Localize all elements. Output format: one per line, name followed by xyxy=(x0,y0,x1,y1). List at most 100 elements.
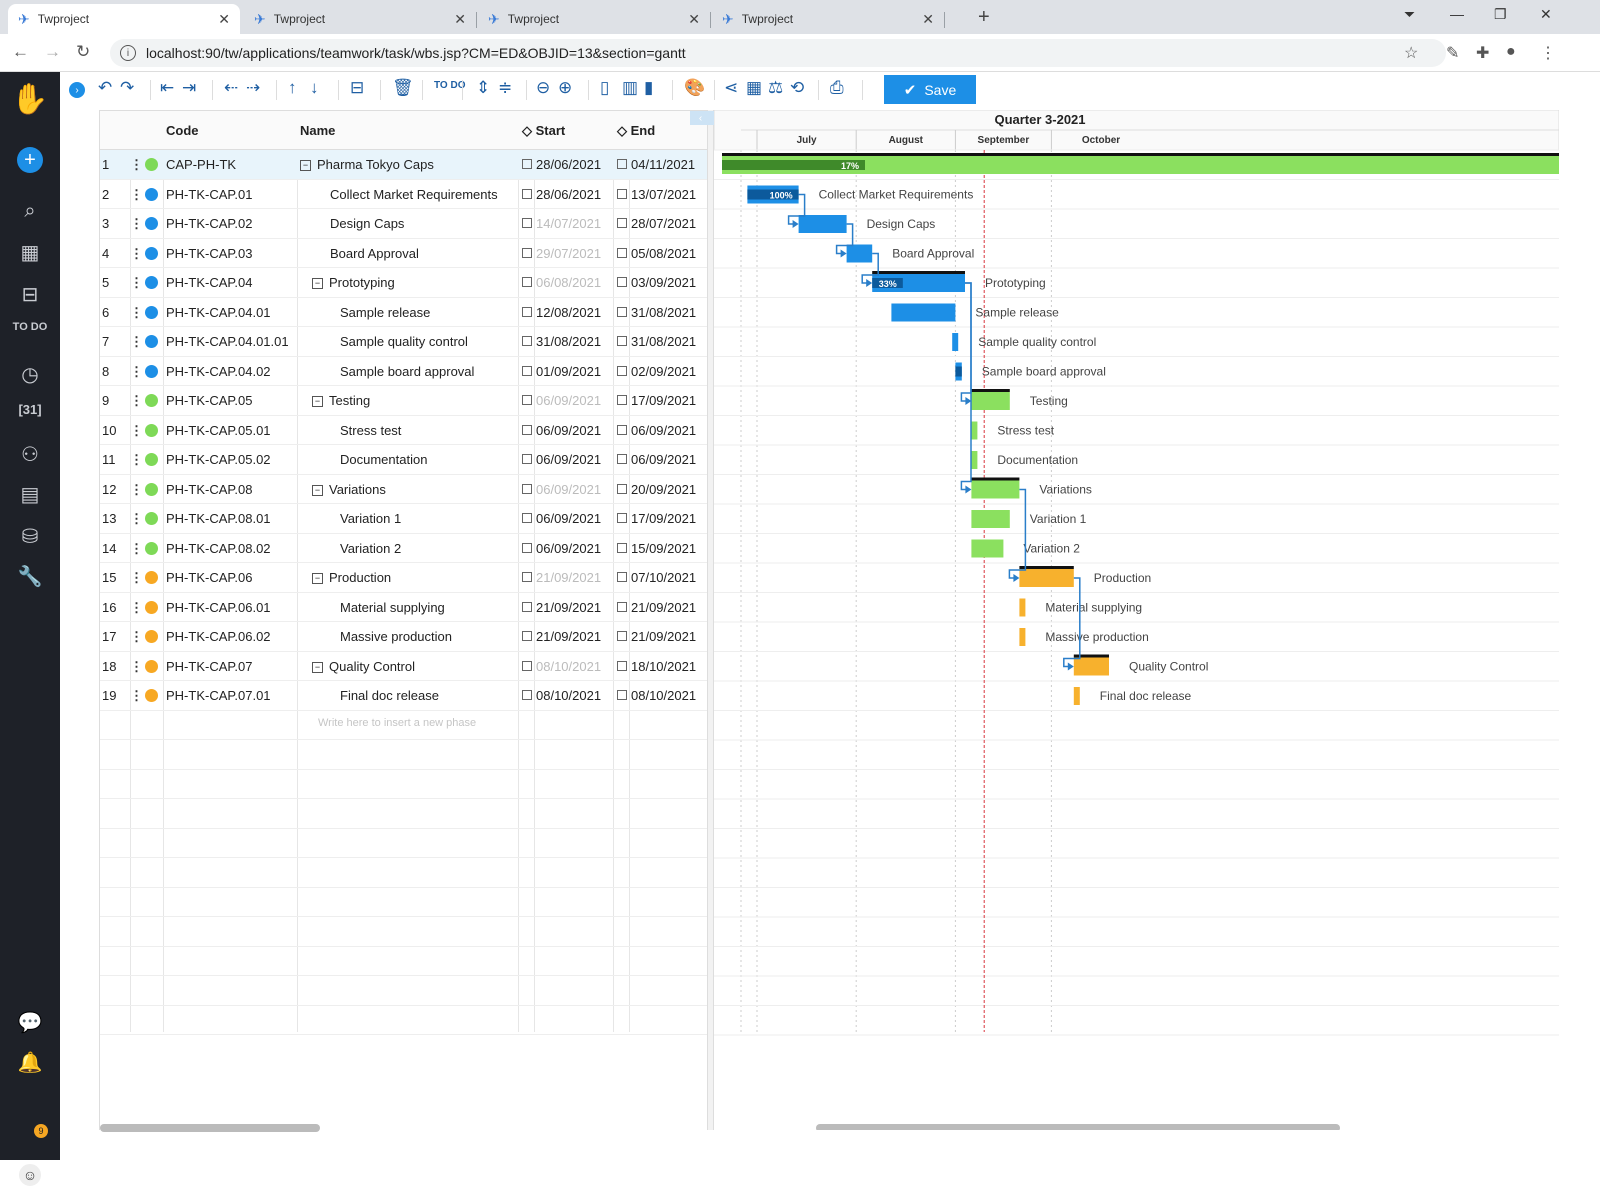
task-code[interactable]: PH-TK-CAP.05.02 xyxy=(166,452,271,467)
task-start-date[interactable]: 08/10/2021 xyxy=(522,659,601,674)
task-code[interactable]: PH-TK-CAP.04.01.01 xyxy=(166,334,289,349)
column-header-start[interactable]: ◇ Start xyxy=(522,123,566,138)
start-milestone-checkbox[interactable] xyxy=(522,483,532,494)
close-tab-icon[interactable]: ✕ xyxy=(218,11,230,27)
row-menu-icon[interactable]: ⋮ xyxy=(130,393,143,408)
start-milestone-checkbox[interactable] xyxy=(522,424,532,435)
task-name[interactable]: − Testing xyxy=(312,393,370,408)
new-tab-icon[interactable]: + xyxy=(978,6,990,28)
task-start-date[interactable]: 28/06/2021 xyxy=(522,187,601,202)
task-code[interactable]: PH-TK-CAP.05 xyxy=(166,393,253,408)
balance-icon[interactable]: ⚖ xyxy=(768,78,784,97)
task-name[interactable]: − Production xyxy=(312,570,391,585)
indent-outdent-icon[interactable]: ⇤ xyxy=(160,78,175,97)
add-icon[interactable]: + xyxy=(0,147,60,173)
profile-avatar-icon[interactable]: ● xyxy=(1506,43,1516,60)
share-icon[interactable]: ⋖ xyxy=(724,78,739,97)
row-menu-icon[interactable]: ⋮ xyxy=(130,452,143,467)
start-milestone-checkbox[interactable] xyxy=(522,277,532,287)
task-code[interactable]: PH-TK-CAP.04 xyxy=(166,275,253,290)
task-code[interactable]: PH-TK-CAP.03 xyxy=(166,245,253,261)
end-milestone-checkbox[interactable] xyxy=(617,395,627,405)
row-menu-icon[interactable]: ⋮ xyxy=(130,629,143,644)
bell-icon[interactable]: 🔔 xyxy=(17,1052,43,1074)
start-milestone-checkbox[interactable] xyxy=(522,336,532,346)
task-name[interactable]: Design Caps xyxy=(330,216,405,231)
task-start-date[interactable]: 29/07/2021 xyxy=(522,246,601,261)
task-end-date[interactable]: 21/09/2021 xyxy=(617,600,696,615)
table-row[interactable]: 11 ⋮ PH-TK-CAP.05.02 Documentation 06/09/202… xyxy=(100,445,710,475)
task-name[interactable]: Variation 1 xyxy=(340,511,402,526)
end-milestone-checkbox[interactable] xyxy=(617,572,627,582)
delete-icon[interactable]: 🗑 xyxy=(392,78,414,97)
end-milestone-checkbox[interactable] xyxy=(617,660,627,671)
task-code[interactable]: CAP-PH-TK xyxy=(166,157,237,172)
chat-icon[interactable]: 💬 xyxy=(17,1012,43,1034)
table-row[interactable]: 15 ⋮ PH-TK-CAP.06 − Production 21/09/2021 07/1… xyxy=(100,563,710,593)
start-milestone-checkbox[interactable] xyxy=(522,365,532,376)
task-name[interactable]: − Variations xyxy=(312,482,386,497)
arrow-left-icon[interactable]: ‹ xyxy=(698,112,703,124)
column-header-end[interactable]: ◇ End xyxy=(617,123,656,138)
table-row[interactable]: 14 ⋮ PH-TK-CAP.08.02 Variation 2 06/09/2021 1… xyxy=(100,534,710,563)
start-milestone-checkbox[interactable] xyxy=(522,218,532,228)
task-start-date[interactable]: 06/09/2021 xyxy=(522,482,601,497)
row-menu-icon[interactable]: ⋮ xyxy=(130,245,143,261)
task-end-date[interactable]: 13/07/2021 xyxy=(617,187,696,202)
dashboard-icon[interactable]: ▦ xyxy=(20,242,40,264)
status-dot[interactable] xyxy=(145,571,158,584)
document-icon[interactable]: ▤ xyxy=(20,484,40,506)
task-code[interactable]: PH-TK-CAP.04.02 xyxy=(166,363,271,379)
table-row[interactable]: 7 ⋮ PH-TK-CAP.04.01.01 Sample quality contr… xyxy=(100,327,710,357)
task-name[interactable]: Collect Market Requirements xyxy=(330,186,498,202)
browser-menu-icon[interactable]: ⋮ xyxy=(1540,45,1556,62)
collapse-icon[interactable]: − xyxy=(300,160,311,171)
close-window-icon[interactable]: ✕ xyxy=(1540,6,1552,22)
forward-icon[interactable]: → xyxy=(44,42,61,61)
status-dot[interactable] xyxy=(145,689,158,702)
table-row[interactable]: 10 ⋮ PH-TK-CAP.05.01 Stress test 06/09/2021 0… xyxy=(100,416,710,445)
task-name[interactable]: Sample board approval xyxy=(340,363,475,379)
task-name[interactable]: Stress test xyxy=(340,422,402,438)
task-end-date[interactable]: 07/10/2021 xyxy=(617,570,696,585)
row-menu-icon[interactable]: ⋮ xyxy=(130,157,143,172)
collapse-icon[interactable]: − xyxy=(312,278,323,289)
table-row[interactable]: 18 ⋮ PH-TK-CAP.07 − Quality Control 08/10/202… xyxy=(100,652,710,681)
task-end-date[interactable]: 17/09/2021 xyxy=(617,511,696,526)
table-row[interactable]: 12 ⋮ PH-TK-CAP.08 − Variations 06/09/2021 20/0… xyxy=(100,475,710,504)
start-milestone-checkbox[interactable] xyxy=(522,513,532,523)
status-dot[interactable] xyxy=(145,630,158,643)
expand-rows-icon[interactable]: ⇕ xyxy=(476,78,491,97)
task-name[interactable]: Sample release xyxy=(340,304,431,320)
collapse-icon[interactable]: − xyxy=(312,661,323,673)
start-milestone-checkbox[interactable] xyxy=(522,631,532,641)
row-menu-icon[interactable]: ⋮ xyxy=(130,688,143,703)
start-milestone-checkbox[interactable] xyxy=(522,601,532,612)
end-milestone-checkbox[interactable] xyxy=(617,336,627,346)
task-end-date[interactable]: 04/11/2021 xyxy=(617,157,695,172)
task-code[interactable]: PH-TK-CAP.07 xyxy=(166,658,253,674)
table-row[interactable]: 1 ⋮ CAP-PH-TK − Pharma Tokyo Caps 28/06/2021 0… xyxy=(100,150,710,180)
task-code[interactable]: PH-TK-CAP.06.01 xyxy=(166,599,271,615)
task-code[interactable]: PH-TK-CAP.07.01 xyxy=(166,688,271,703)
row-menu-icon[interactable]: ⋮ xyxy=(130,422,143,438)
grid-horizontal-scrollbar[interactable] xyxy=(100,1124,320,1132)
task-code[interactable]: PH-TK-CAP.01 xyxy=(166,186,253,202)
task-start-date[interactable]: 06/09/2021 xyxy=(522,541,601,556)
task-end-date[interactable]: 03/09/2021 xyxy=(617,275,696,290)
end-milestone-checkbox[interactable] xyxy=(617,188,627,199)
url-input[interactable]: i localhost:90/tw/applications/teamwork/… xyxy=(110,39,1446,67)
status-dot[interactable] xyxy=(145,600,158,614)
task-name[interactable]: Sample quality control xyxy=(340,334,468,349)
task-code[interactable]: PH-TK-CAP.08 xyxy=(166,481,253,497)
row-menu-icon[interactable]: ⋮ xyxy=(130,334,143,349)
task-end-date[interactable]: 06/09/2021 xyxy=(617,423,696,438)
task-end-date[interactable]: 28/07/2021 xyxy=(617,216,696,231)
column-header-name[interactable]: Name xyxy=(300,123,336,138)
table-row[interactable]: 8 ⋮ PH-TK-CAP.04.02 Sample board approval 01… xyxy=(100,357,710,386)
coins-icon[interactable]: ⛁ xyxy=(21,526,39,548)
task-code[interactable]: PH-TK-CAP.05.01 xyxy=(166,422,271,438)
task-start-date[interactable]: 06/09/2021 xyxy=(522,423,601,438)
collapse-all-icon[interactable]: ⊟ xyxy=(350,78,365,97)
gantt-horizontal-scrollbar[interactable] xyxy=(816,1124,1340,1130)
